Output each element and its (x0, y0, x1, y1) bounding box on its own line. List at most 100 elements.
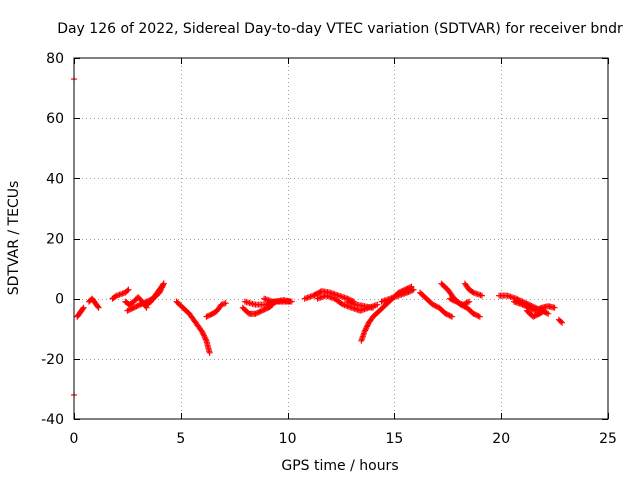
data-point (370, 304, 377, 311)
data-point (205, 312, 212, 319)
data-point (362, 327, 369, 334)
data-point (519, 301, 526, 308)
data-point (408, 287, 415, 294)
series-arc-16 (378, 286, 417, 305)
x-tick-label: 0 (70, 431, 79, 447)
data-point (207, 311, 214, 318)
series-arc-03 (109, 286, 132, 302)
data-point (200, 331, 207, 338)
data-point (363, 324, 370, 331)
data-point (203, 313, 210, 320)
series-arc-11 (261, 295, 293, 305)
data-point (199, 330, 206, 337)
data-point (160, 280, 167, 287)
data-point (126, 306, 133, 313)
data-series (71, 76, 566, 398)
data-point (529, 306, 536, 313)
data-point (363, 323, 370, 330)
data-point (138, 301, 145, 308)
data-point (128, 305, 135, 312)
data-point (453, 298, 460, 305)
data-point (474, 312, 481, 319)
data-point (455, 299, 462, 306)
data-point (253, 310, 260, 317)
data-point (403, 286, 410, 293)
data-point (137, 301, 144, 308)
data-point (364, 322, 371, 329)
data-point (124, 287, 131, 294)
data-point (410, 286, 417, 293)
data-point (464, 299, 471, 306)
y-tick-label: -20 (41, 352, 64, 368)
data-point (362, 326, 369, 333)
series-arc-02 (85, 295, 102, 311)
x-tick-label: 25 (599, 431, 617, 447)
y-tick-label: 0 (55, 292, 64, 308)
data-point (461, 301, 468, 308)
data-point (442, 310, 449, 317)
data-point (159, 281, 166, 288)
data-point (429, 301, 436, 308)
data-point (129, 305, 136, 312)
data-point (454, 299, 461, 306)
series-arc-14 (344, 298, 377, 311)
data-point (206, 349, 213, 356)
data-point (125, 307, 132, 314)
data-point (361, 328, 368, 335)
data-point (80, 304, 87, 311)
grid (74, 58, 608, 419)
data-point (433, 303, 440, 310)
data-point (534, 311, 541, 318)
data-point (558, 318, 565, 325)
data-point (478, 292, 485, 299)
data-point (443, 311, 450, 318)
y-tick-label: 80 (46, 51, 64, 67)
data-point (286, 298, 293, 305)
data-point (527, 305, 534, 312)
x-tick-label: 10 (279, 431, 297, 447)
data-point (258, 307, 265, 314)
data-point (409, 287, 416, 294)
y-tick-label: 60 (46, 111, 64, 127)
data-point (79, 305, 86, 312)
data-point (530, 313, 537, 320)
data-point (449, 296, 456, 303)
series-arc-23 (523, 307, 547, 320)
data-point (135, 302, 142, 309)
series-arc-24 (555, 316, 566, 326)
data-point (446, 295, 453, 302)
data-point (462, 300, 469, 307)
data-point (199, 328, 206, 335)
data-point (459, 301, 466, 308)
data-point (448, 296, 455, 303)
x-tick-label: 20 (492, 431, 510, 447)
data-point (539, 308, 546, 315)
data-point (252, 310, 259, 317)
series-arc-19 (446, 295, 473, 308)
data-point (470, 310, 477, 317)
plot-frame (73, 57, 609, 420)
data-point (463, 299, 470, 306)
data-point (134, 302, 141, 309)
data-point (338, 300, 345, 307)
series-arc-07 (173, 298, 213, 356)
y-tick-label: 40 (46, 171, 64, 187)
x-tick-label: 15 (385, 431, 403, 447)
data-point (432, 302, 439, 309)
data-point (201, 333, 208, 340)
data-point (402, 286, 409, 293)
data-point (445, 311, 452, 318)
data-point (513, 295, 520, 302)
x-axis-label: GPS time / hours (281, 458, 398, 474)
data-point (200, 332, 207, 339)
data-point (528, 305, 535, 312)
series-arc-09 (239, 301, 276, 317)
data-point (124, 307, 131, 314)
data-point (95, 304, 102, 311)
data-point (472, 311, 479, 318)
data-point (222, 300, 229, 307)
data-point (520, 302, 527, 309)
data-point (532, 312, 539, 319)
series-arc-17 (417, 289, 456, 320)
